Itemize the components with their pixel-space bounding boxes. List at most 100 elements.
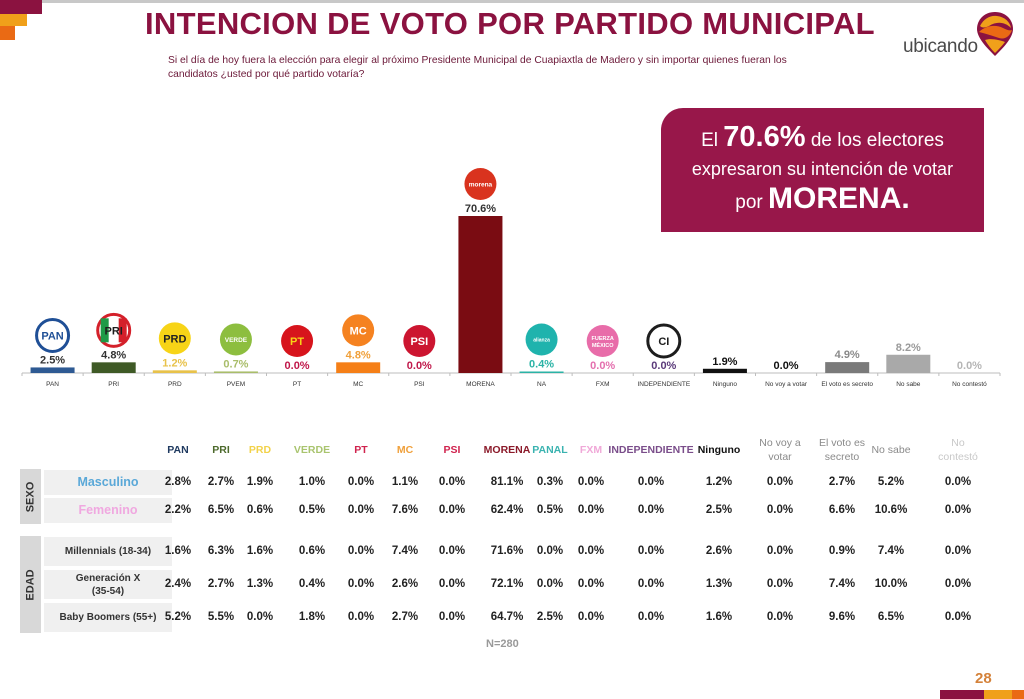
table-cell: 0.0% [577, 503, 605, 516]
logo-circle [342, 314, 375, 347]
callout-line-1: El 70.6% de los electores [661, 122, 984, 156]
callout-line-1-suffix: de los electores [810, 130, 944, 151]
table-cell: 2.5% [536, 610, 564, 623]
bar-pvem [213, 371, 258, 373]
column-header: Ninguno [697, 444, 741, 456]
ubicando-logo: ubicando [903, 10, 1013, 62]
callout-line-3-prefix: por [735, 192, 763, 213]
group-label-text: EDAD [24, 568, 37, 601]
table-cell: 0.0% [766, 503, 794, 516]
logo-circle [158, 322, 191, 355]
table-cell: 0.0% [637, 475, 665, 488]
table-cell: 1.0% [298, 475, 326, 488]
table-cell: 0.0% [347, 475, 375, 488]
logo-circle [281, 325, 314, 357]
bar-morena [458, 216, 503, 373]
table-cell: 0.0% [347, 577, 375, 590]
table-cell: 0.0% [637, 610, 665, 623]
table-cell: 0.6% [246, 503, 274, 516]
column-header: PT [354, 444, 368, 456]
table-cell: 0.0% [438, 475, 466, 488]
page-title: INTENCION DE VOTO POR PARTIDO MUNICIPAL [145, 6, 875, 41]
table-cell: 6.6% [828, 503, 856, 516]
table-cell: 2.2% [164, 503, 192, 516]
logo-text: VERDE [225, 337, 248, 344]
table-cell: 1.6% [246, 544, 274, 557]
table-cell: 6.5% [207, 503, 235, 516]
row-label: Millennials (18-34) [44, 537, 172, 566]
table-cell: 0.0% [246, 610, 274, 623]
table-cell: 62.4% [490, 503, 524, 516]
column-header: FXM [579, 444, 603, 456]
table-cell: 6.5% [877, 610, 905, 623]
logo-circle [525, 323, 558, 356]
top-rule [0, 0, 1024, 3]
logo-circle [219, 323, 252, 356]
callout-line-2: expresaron su intención de votar [691, 159, 954, 179]
table-cell: 2.6% [391, 577, 419, 590]
table-cell: 0.5% [298, 503, 326, 516]
bar-el-voto-es-secreto [825, 362, 870, 373]
category-label: MORENA [466, 381, 495, 388]
callout-party: MORENA. [768, 182, 910, 215]
table-cell: 0.0% [944, 503, 972, 516]
nueva-alianza-logo-icon: alianza [525, 323, 558, 356]
column-header: El voto es secreto [818, 437, 866, 463]
table-cell: 7.4% [877, 544, 905, 557]
table-cell: 0.3% [536, 475, 564, 488]
table-cell: 0.0% [944, 610, 972, 623]
data-label: 0.0% [957, 360, 982, 372]
data-label: 0.4% [529, 359, 554, 371]
table-cell: 0.0% [438, 577, 466, 590]
table-cell: 1.3% [705, 577, 733, 590]
category-label: El voto es secreto [821, 381, 873, 388]
callout-box: El 70.6% de los electores expresaron su … [661, 108, 984, 232]
group-label-sexo: SEXO [20, 469, 41, 524]
table-cell: 0.0% [438, 610, 466, 623]
group-label-text: SEXO [24, 481, 37, 512]
bar-mc [336, 362, 381, 373]
table-cell: 0.4% [298, 577, 326, 590]
table-cell: 10.0% [874, 577, 908, 590]
column-header: No contestó [938, 437, 978, 463]
table-cell: 1.8% [298, 610, 326, 623]
table-cell: 81.1% [490, 475, 524, 488]
footer-decoration-yellow [984, 690, 1012, 699]
table-cell: 0.0% [766, 610, 794, 623]
table-cell: 6.3% [207, 544, 235, 557]
row-label: Generación X (35-54) [44, 570, 172, 599]
bar-pan [30, 367, 75, 373]
group-label-edad: EDAD [20, 536, 41, 633]
bar-pri [91, 362, 136, 373]
column-header: MC [396, 444, 414, 456]
table-cell: 0.0% [577, 475, 605, 488]
pan-logo-icon: PAN [35, 317, 71, 353]
question-text: Si el día de hoy fuera la elección para … [168, 55, 787, 80]
table-cell: 1.6% [164, 544, 192, 557]
logo-circle [464, 168, 497, 200]
bar-prd [152, 370, 197, 373]
column-header: VERDE [293, 444, 331, 456]
data-label: 4.8% [346, 349, 371, 361]
callout-percent: 70.6% [723, 121, 806, 153]
row-label: Baby Boomers (55+) [44, 603, 172, 632]
verde-logo-icon: VERDE [219, 323, 252, 356]
table-cell: 0.0% [766, 577, 794, 590]
table-cell: 7.4% [391, 544, 419, 557]
corner-decoration-orange [0, 26, 15, 40]
location-pin-icon [977, 12, 1013, 56]
table-cell: 0.0% [577, 544, 605, 557]
table-cell: 5.5% [207, 610, 235, 623]
category-label: PRD [168, 381, 182, 388]
logo-text: PRD [163, 333, 186, 345]
data-label: 4.9% [835, 349, 860, 361]
table-cell: 0.5% [536, 503, 564, 516]
table-cell: 0.9% [828, 544, 856, 557]
table-cell: 0.0% [438, 503, 466, 516]
table-cell: 1.3% [246, 577, 274, 590]
table-cell: 2.6% [705, 544, 733, 557]
data-label: 0.0% [590, 360, 615, 372]
morena-logo-icon: morena [464, 168, 497, 200]
logo-circle [586, 325, 619, 357]
